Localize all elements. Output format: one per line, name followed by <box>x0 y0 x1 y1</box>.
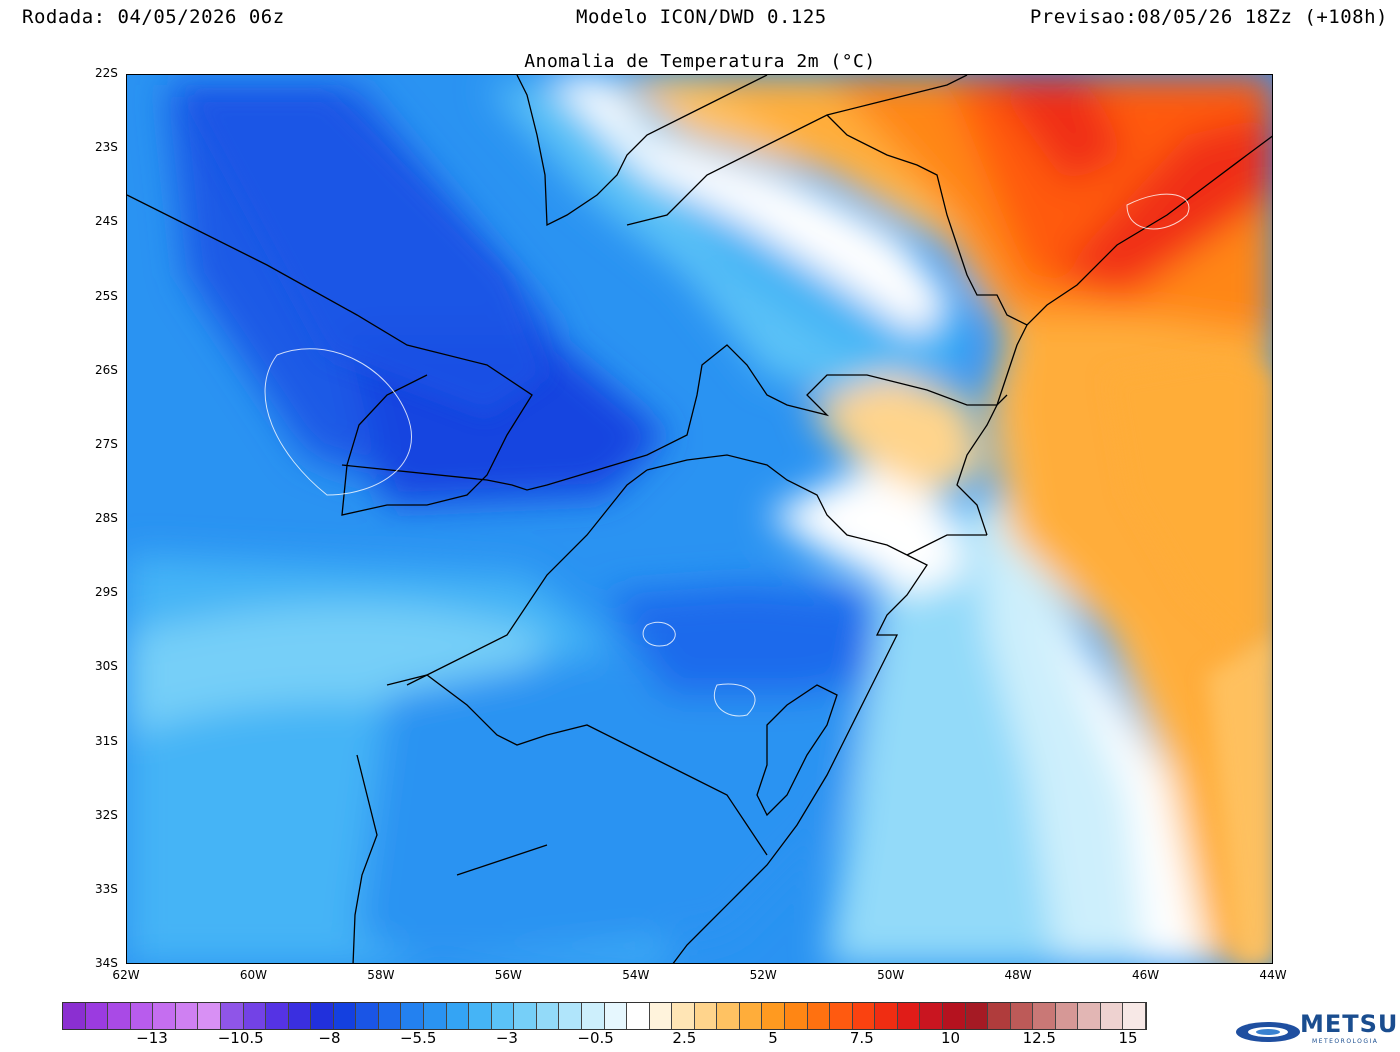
colorbar-swatch <box>807 1003 831 1029</box>
colorbar-swatch <box>446 1003 470 1029</box>
lat-tick-label: 29S <box>95 585 118 600</box>
colorbar-swatch <box>830 1003 853 1029</box>
colorbar-swatch <box>153 1003 176 1029</box>
lat-tick-label: 31S <box>95 733 118 748</box>
colorbar-label: 2.5 <box>672 1029 697 1047</box>
colorbar-label: −10.5 <box>217 1029 264 1047</box>
lon-tick-label: 46W <box>1131 968 1160 982</box>
lat-tick-label: 22S <box>95 66 118 80</box>
colorbar-swatch <box>942 1003 966 1029</box>
contour-lines <box>264 193 1190 717</box>
lon-tick-label: 56W <box>494 968 522 982</box>
forecast-time-label: Previsao:08/05/26 18Zz (+108h) <box>1029 6 1388 28</box>
lon-tick-label: 62W <box>112 968 140 982</box>
lat-tick-label: 25S <box>95 288 118 303</box>
anomaly-field <box>127 75 1272 963</box>
colorbar-swatch <box>627 1003 650 1029</box>
colorbar-swatch <box>175 1003 199 1029</box>
colorbar-swatch <box>378 1003 402 1029</box>
colorbar-swatch <box>1123 1003 1146 1029</box>
colorbar-swatch <box>785 1003 808 1029</box>
colorbar-label: 5 <box>768 1029 778 1047</box>
colorbar-swatch <box>897 1003 921 1029</box>
colorbar-swatch <box>717 1003 740 1029</box>
colorbar-swatch <box>1055 1003 1079 1029</box>
colorbar-swatch <box>1078 1003 1101 1029</box>
colorbar-label: 7.5 <box>849 1029 874 1047</box>
lon-tick-label: 60W <box>239 968 268 982</box>
map-title: Anomalia de Temperatura 2m (°C) <box>524 51 876 72</box>
lon-tick-label: 54W <box>622 968 650 982</box>
colorbar-swatch <box>130 1003 154 1029</box>
colorbar-swatch <box>311 1003 334 1029</box>
lon-tick-label: 52W <box>749 968 777 982</box>
colorbar-swatch <box>266 1003 289 1029</box>
colorbar-swatch <box>220 1003 244 1029</box>
map-boundaries <box>127 75 1272 963</box>
colorbar-swatch <box>63 1003 86 1029</box>
lat-tick-label: 33S <box>95 881 118 896</box>
colorbar-swatch <box>288 1003 312 1029</box>
colorbar-swatch <box>108 1003 131 1029</box>
colorbar-swatch <box>198 1003 221 1029</box>
colorbar-swatch <box>988 1003 1011 1029</box>
colorbar-swatch <box>965 1003 989 1029</box>
run-time-label: Rodada: 04/05/2026 06z <box>22 6 285 28</box>
colorbar-swatch <box>875 1003 898 1029</box>
colorbar-swatch <box>514 1003 537 1029</box>
colorbar-label: −13 <box>136 1029 168 1047</box>
colorbar-swatch <box>559 1003 582 1029</box>
colorbar-swatch <box>85 1003 109 1029</box>
colorbar-swatch <box>333 1003 357 1029</box>
colorbar-swatch <box>581 1003 605 1029</box>
lat-tick-label: 26S <box>95 362 118 377</box>
colorbar-swatch <box>649 1003 673 1029</box>
colorbar-swatch <box>604 1003 628 1029</box>
colorbar-swatch <box>424 1003 447 1029</box>
colorbar-swatch <box>852 1003 876 1029</box>
map-area[interactable] <box>126 74 1273 964</box>
colorbar-swatch <box>243 1003 267 1029</box>
logo-subtext: METEOROLOGIA <box>1312 1038 1379 1045</box>
colorbar-swatch <box>1100 1003 1124 1029</box>
lon-tick-label: 44W <box>1259 968 1287 982</box>
colorbar-swatch <box>491 1003 515 1029</box>
lat-tick-label: 27S <box>95 436 118 451</box>
model-label: Modelo ICON/DWD 0.125 <box>576 6 827 28</box>
anomaly-map <box>127 75 1272 963</box>
colorbar-swatch <box>920 1003 943 1029</box>
lon-tick-label: 48W <box>1004 968 1032 982</box>
colorbar-swatch <box>739 1003 763 1029</box>
colorbar-label: −3 <box>495 1029 518 1047</box>
logo-text: METSUL <box>1300 1010 1400 1038</box>
anomaly-field-detail <box>187 95 1272 963</box>
lat-tick-label: 24S <box>95 214 118 229</box>
lat-tick-label: 32S <box>95 807 118 822</box>
colorbar-swatch <box>536 1003 560 1029</box>
colorbar-label: 15 <box>1118 1029 1138 1047</box>
lon-tick-label: 58W <box>367 968 395 982</box>
colorbar-label: −5.5 <box>399 1029 437 1047</box>
colorbar-swatch <box>401 1003 424 1029</box>
metsul-logo-icon <box>1236 1022 1300 1042</box>
colorbar-swatch <box>356 1003 379 1029</box>
colorbar-swatch <box>672 1003 695 1029</box>
lat-tick-label: 28S <box>95 511 118 525</box>
colorbar-label: −8 <box>318 1029 341 1047</box>
colorbar-swatch <box>694 1003 718 1029</box>
colorbar-label: 10 <box>940 1029 961 1047</box>
colorbar <box>62 1002 1147 1030</box>
lat-tick-label: 30S <box>95 659 118 674</box>
colorbar-swatch <box>469 1003 492 1029</box>
lon-tick-label: 50W <box>877 968 905 982</box>
colorbar-label: 12.5 <box>1022 1029 1056 1047</box>
colorbar-swatch <box>1010 1003 1034 1029</box>
colorbar-label: −0.5 <box>577 1029 614 1047</box>
colorbar-swatch <box>1033 1003 1056 1029</box>
colorbar-swatch <box>762 1003 785 1029</box>
lat-tick-label: 23S <box>95 140 118 155</box>
lat-tick-label: 34S <box>95 956 118 970</box>
